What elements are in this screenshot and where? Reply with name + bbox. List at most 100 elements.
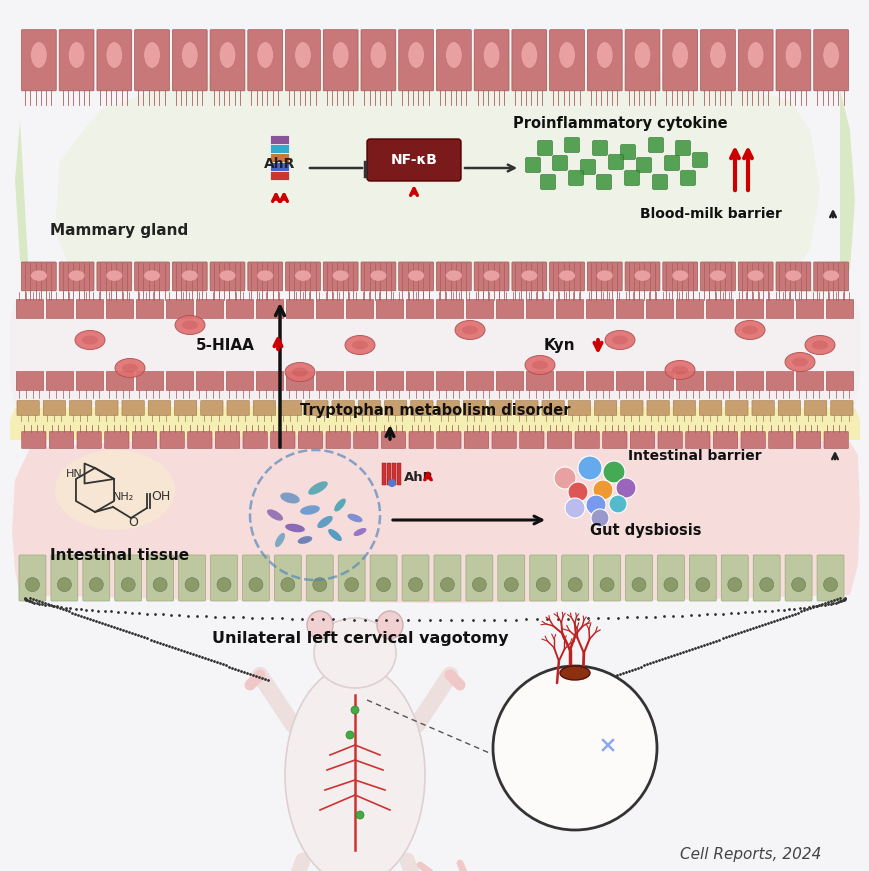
FancyBboxPatch shape	[270, 145, 289, 153]
FancyBboxPatch shape	[753, 555, 779, 601]
FancyBboxPatch shape	[196, 372, 223, 390]
Circle shape	[759, 577, 773, 591]
Text: NH₂: NH₂	[113, 492, 134, 502]
Circle shape	[185, 577, 199, 591]
FancyBboxPatch shape	[172, 30, 207, 91]
FancyBboxPatch shape	[43, 401, 65, 415]
FancyBboxPatch shape	[652, 174, 667, 190]
Ellipse shape	[353, 528, 366, 536]
Circle shape	[791, 577, 805, 591]
FancyBboxPatch shape	[713, 432, 737, 449]
FancyBboxPatch shape	[795, 300, 823, 319]
FancyBboxPatch shape	[549, 30, 584, 91]
FancyBboxPatch shape	[346, 300, 374, 319]
FancyBboxPatch shape	[242, 432, 267, 449]
Ellipse shape	[376, 611, 402, 639]
Ellipse shape	[106, 42, 123, 68]
Ellipse shape	[604, 330, 634, 349]
FancyBboxPatch shape	[136, 300, 163, 319]
FancyBboxPatch shape	[574, 432, 599, 449]
Ellipse shape	[445, 42, 461, 68]
FancyBboxPatch shape	[436, 30, 471, 91]
FancyBboxPatch shape	[662, 30, 697, 91]
Ellipse shape	[75, 330, 105, 349]
Ellipse shape	[307, 611, 333, 639]
Ellipse shape	[664, 361, 694, 380]
FancyBboxPatch shape	[270, 432, 295, 449]
Ellipse shape	[822, 270, 839, 281]
FancyBboxPatch shape	[408, 432, 433, 449]
Ellipse shape	[634, 42, 650, 68]
Ellipse shape	[68, 42, 85, 68]
FancyBboxPatch shape	[830, 401, 852, 415]
FancyBboxPatch shape	[59, 30, 94, 91]
FancyBboxPatch shape	[735, 300, 763, 319]
Ellipse shape	[596, 42, 613, 68]
FancyBboxPatch shape	[96, 30, 131, 91]
FancyBboxPatch shape	[435, 372, 463, 390]
Ellipse shape	[328, 529, 342, 541]
FancyBboxPatch shape	[766, 300, 793, 319]
Ellipse shape	[317, 516, 332, 528]
FancyBboxPatch shape	[674, 140, 690, 156]
Ellipse shape	[671, 270, 687, 281]
Ellipse shape	[811, 341, 827, 349]
FancyBboxPatch shape	[46, 300, 74, 319]
Ellipse shape	[784, 353, 814, 372]
Ellipse shape	[345, 335, 375, 354]
FancyBboxPatch shape	[22, 432, 46, 449]
Ellipse shape	[285, 523, 304, 532]
FancyBboxPatch shape	[361, 30, 395, 91]
FancyBboxPatch shape	[587, 30, 621, 91]
FancyBboxPatch shape	[22, 262, 56, 291]
FancyBboxPatch shape	[172, 262, 207, 291]
Ellipse shape	[68, 270, 85, 281]
FancyBboxPatch shape	[354, 432, 377, 449]
Ellipse shape	[332, 270, 348, 281]
FancyBboxPatch shape	[804, 401, 826, 415]
Circle shape	[600, 577, 614, 591]
FancyBboxPatch shape	[586, 372, 613, 390]
Polygon shape	[10, 300, 859, 405]
Ellipse shape	[611, 335, 627, 345]
Circle shape	[121, 577, 135, 591]
FancyBboxPatch shape	[306, 555, 333, 601]
FancyBboxPatch shape	[657, 432, 681, 449]
FancyBboxPatch shape	[166, 300, 194, 319]
Circle shape	[554, 467, 575, 489]
FancyBboxPatch shape	[175, 401, 196, 415]
Circle shape	[577, 456, 601, 480]
Ellipse shape	[314, 618, 395, 688]
FancyBboxPatch shape	[700, 262, 734, 291]
FancyBboxPatch shape	[135, 262, 169, 291]
FancyBboxPatch shape	[435, 300, 463, 319]
FancyBboxPatch shape	[148, 401, 170, 415]
FancyBboxPatch shape	[274, 555, 301, 601]
Text: Proinflammatory cytokine: Proinflammatory cytokine	[512, 116, 726, 131]
Circle shape	[567, 482, 587, 502]
FancyBboxPatch shape	[511, 262, 546, 291]
Bar	[392, 463, 395, 485]
FancyBboxPatch shape	[323, 30, 358, 91]
FancyBboxPatch shape	[462, 401, 485, 415]
FancyBboxPatch shape	[122, 401, 144, 415]
FancyBboxPatch shape	[688, 555, 715, 601]
Ellipse shape	[292, 368, 308, 376]
FancyBboxPatch shape	[795, 372, 823, 390]
FancyBboxPatch shape	[555, 372, 583, 390]
Ellipse shape	[182, 321, 198, 329]
Ellipse shape	[408, 42, 424, 68]
FancyBboxPatch shape	[529, 555, 556, 601]
FancyBboxPatch shape	[242, 555, 269, 601]
Circle shape	[25, 577, 39, 591]
FancyBboxPatch shape	[305, 401, 328, 415]
FancyBboxPatch shape	[51, 555, 77, 601]
Circle shape	[727, 577, 741, 591]
FancyBboxPatch shape	[253, 401, 275, 415]
FancyBboxPatch shape	[70, 401, 92, 415]
Ellipse shape	[521, 42, 537, 68]
FancyBboxPatch shape	[515, 401, 537, 415]
Ellipse shape	[182, 270, 198, 281]
FancyBboxPatch shape	[135, 30, 169, 91]
Ellipse shape	[746, 270, 763, 281]
